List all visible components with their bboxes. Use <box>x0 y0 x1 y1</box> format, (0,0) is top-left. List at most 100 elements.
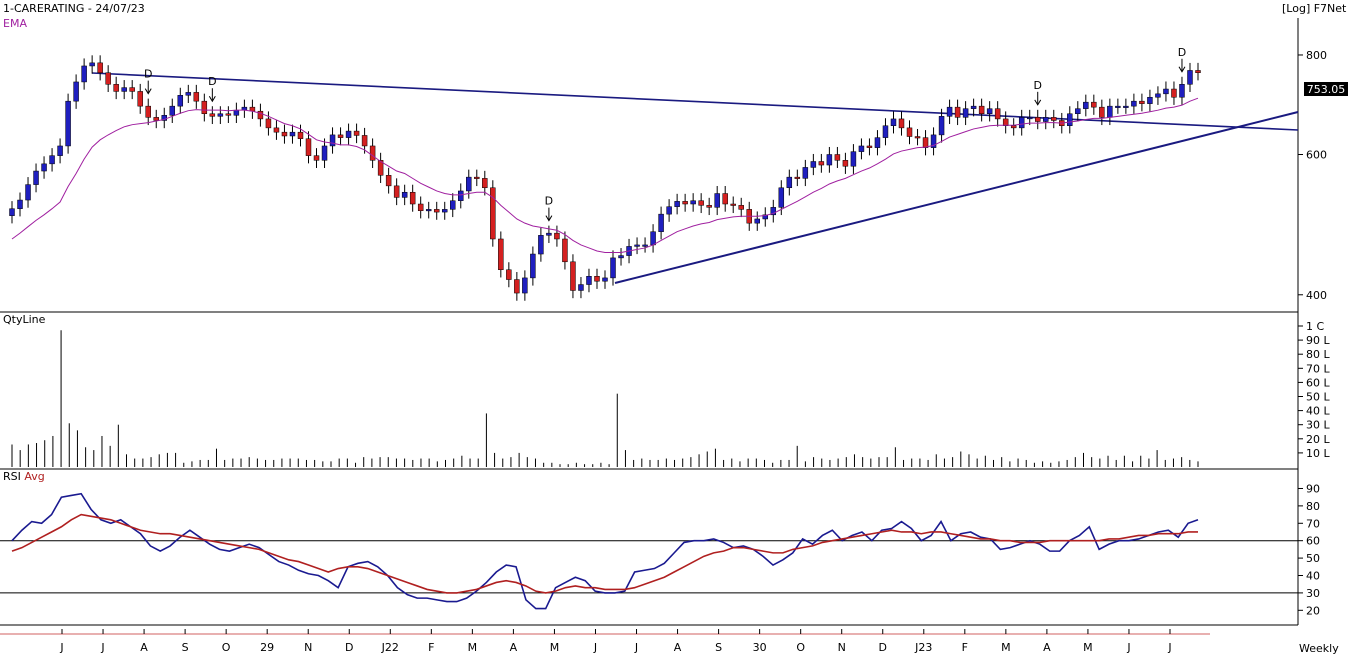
x-tick-label: M <box>468 641 478 654</box>
y-axis-ticks: 800 600 400 1 C90 L80 L70 L60 L 50 L40 L30 L… <box>1298 49 1330 617</box>
candle-down <box>490 187 496 240</box>
candle-up <box>169 105 176 116</box>
candle-down <box>1034 117 1041 122</box>
candle-down <box>834 154 841 161</box>
candle-up <box>1155 93 1161 98</box>
dividend-arrow-head <box>1178 66 1186 73</box>
rsi-avg-label: Avg <box>24 470 45 483</box>
last-price-box <box>1304 82 1348 96</box>
x-tick-label: M <box>1083 641 1093 654</box>
candle-down <box>209 113 216 117</box>
candle-up <box>1067 113 1073 126</box>
candle-up <box>938 116 945 136</box>
candle-up <box>714 193 720 208</box>
candle-down <box>337 134 344 138</box>
candle-down <box>866 145 873 148</box>
candle-up <box>1043 117 1049 122</box>
candle-up <box>522 277 528 294</box>
dividend-arrow-head <box>144 88 152 95</box>
candle-down <box>385 175 392 187</box>
dividend-arrow-head <box>208 95 216 103</box>
candle-down <box>906 127 913 137</box>
dividend-arrow-head <box>545 215 553 222</box>
candle-down <box>273 127 280 133</box>
x-tick-label: A <box>674 641 682 654</box>
candle-up <box>1147 96 1153 104</box>
candle-up <box>1131 100 1137 107</box>
x-tick-label: J <box>1167 641 1171 654</box>
price-tick-label: 400 <box>1306 289 1327 302</box>
rsi-line <box>11 492 1199 610</box>
candle-down <box>313 155 320 161</box>
candle-up <box>401 191 408 198</box>
ema-line-group <box>11 97 1199 253</box>
volume-tick-label: 60 L <box>1306 376 1330 389</box>
candle-up <box>466 176 472 192</box>
price-tick-label: 600 <box>1306 149 1327 162</box>
rsi-label: RSI <box>3 470 21 483</box>
candle-down <box>257 110 264 120</box>
candle-up <box>1026 117 1033 120</box>
candle-up <box>826 154 833 166</box>
candle-down <box>954 106 961 118</box>
x-tick-label: A <box>1043 641 1051 654</box>
x-tick-label: A <box>140 641 148 654</box>
x-tick-label: J <box>100 641 104 654</box>
candle-up <box>33 170 39 185</box>
candle-down <box>113 84 119 92</box>
volume-tick-label: 70 L <box>1306 362 1330 375</box>
candle-up <box>642 244 648 247</box>
rsi-tick-label: 30 <box>1306 587 1320 600</box>
x-tick-label: O <box>222 641 231 654</box>
x-tick-label: 29 <box>260 641 274 654</box>
candle-up <box>890 118 897 126</box>
candle-up <box>57 145 63 156</box>
candle-down <box>698 200 704 206</box>
x-tick-label: J <box>59 641 63 654</box>
candle-down <box>738 205 744 210</box>
scale-label: [Log] F7Net <box>1282 2 1347 15</box>
x-tick-label: A <box>510 641 518 654</box>
candle-down <box>498 238 504 271</box>
candle-up <box>986 108 993 115</box>
candle-up <box>578 284 584 291</box>
x-tick-label: J23 <box>914 641 932 654</box>
chart-title: 1-CARERATING - 24/07/23 <box>3 2 145 15</box>
x-tick-label: N <box>838 641 846 654</box>
candle-down <box>225 113 232 116</box>
candle-down <box>297 131 304 139</box>
candle-up <box>345 130 352 138</box>
x-tick-label: M <box>550 641 560 654</box>
candle-down <box>898 118 905 129</box>
candle-down <box>706 205 712 208</box>
candle-down <box>978 105 985 115</box>
candle-down <box>1002 118 1009 126</box>
candle-up <box>458 190 464 201</box>
x-tick-label: J <box>1126 641 1130 654</box>
rsi-tick-label: 90 <box>1306 482 1320 495</box>
candle-up <box>1179 84 1185 98</box>
candle-down <box>730 203 736 206</box>
resistance-trendline <box>91 72 1299 131</box>
candle-up <box>121 87 127 92</box>
candle-up <box>882 125 889 138</box>
volume-tick-label: 40 L <box>1306 405 1330 418</box>
candle-up <box>618 255 624 259</box>
candle-down <box>409 191 416 205</box>
candle-down <box>842 160 849 167</box>
volume-bars <box>11 330 1199 467</box>
x-tick-label: D <box>878 641 886 654</box>
x-tick-label: N <box>304 641 312 654</box>
candle-up <box>1115 105 1121 108</box>
dividend-marker-label: D <box>1178 46 1186 59</box>
candle-down <box>994 108 1001 120</box>
dividend-marker-label: D <box>144 68 152 81</box>
candle-up <box>425 209 432 212</box>
candle-up <box>1107 105 1113 118</box>
candle-up <box>674 201 680 207</box>
x-tick-label: J <box>593 641 597 654</box>
candle-up <box>1163 88 1169 95</box>
candle-up <box>17 199 23 209</box>
